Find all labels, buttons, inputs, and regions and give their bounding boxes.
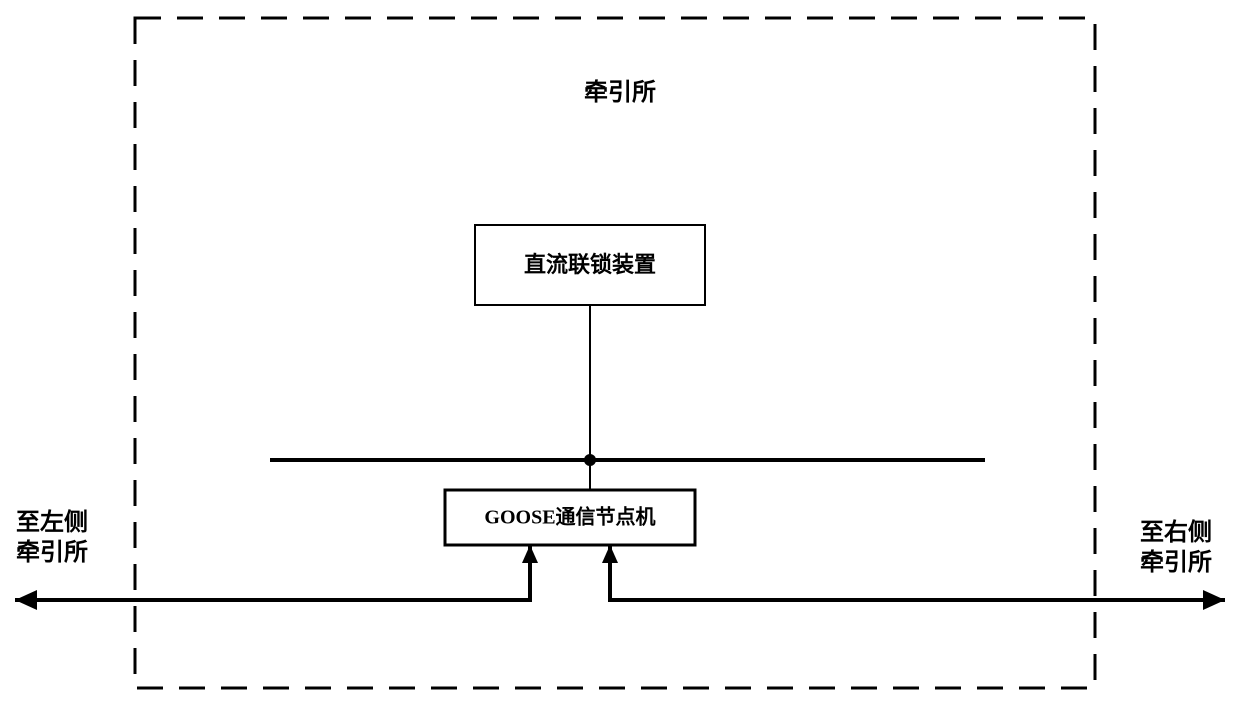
right-arrowhead-icon (1203, 590, 1225, 610)
station-frame (135, 18, 1095, 688)
goose-node-label: GOOSE通信节点机 (484, 505, 655, 529)
dc-interlock-label: 直流联锁装置 (524, 252, 656, 277)
right-link-path (610, 545, 1225, 600)
left-link-path (15, 545, 530, 600)
left-arrowhead-icon (15, 590, 37, 610)
left-link-label-line1: 至左侧 (16, 508, 88, 536)
right-link-label-line2: 牵引所 (1140, 549, 1212, 576)
right-link-label-line1: 至右侧 (1140, 518, 1212, 546)
station-title: 牵引所 (584, 79, 656, 106)
left-up-arrowhead-icon (522, 545, 538, 563)
right-up-arrowhead-icon (602, 545, 618, 563)
left-link-label-line2: 牵引所 (16, 539, 88, 566)
bus-junction-dot (584, 454, 596, 466)
